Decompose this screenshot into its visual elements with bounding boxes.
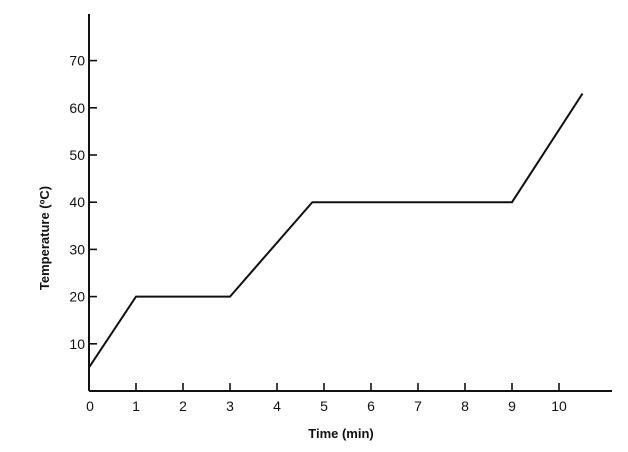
- y-tick-label: 40: [69, 194, 85, 210]
- data-series: [88, 93, 584, 368]
- x-tick-label: 8: [461, 398, 469, 414]
- x-axis-label: Time (min): [308, 426, 374, 441]
- x-tick-label: 3: [226, 398, 234, 414]
- temperature-line: [88, 93, 584, 368]
- x-tick-label: 2: [179, 398, 187, 414]
- x-tick-label: 0: [86, 398, 94, 414]
- y-tick-label: 20: [69, 289, 85, 305]
- y-tick-label: 10: [69, 336, 85, 352]
- y-axis-label: Temperature (ºC): [37, 186, 52, 290]
- x-tick-label: 5: [320, 398, 328, 414]
- x-tick-label: 7: [414, 398, 422, 414]
- y-axis-ticks: 10 20 30 40 50 60 70: [69, 53, 97, 352]
- y-tick-label: 60: [69, 100, 85, 116]
- y-tick-label: 50: [69, 147, 85, 163]
- x-axis-ticks: 0 1 2 3 4 5 6 7 8 9 10: [86, 383, 567, 414]
- y-tick-label: 70: [69, 53, 85, 69]
- x-tick-label: 4: [273, 398, 281, 414]
- x-tick-label: 6: [367, 398, 375, 414]
- x-tick-label: 10: [551, 398, 567, 414]
- y-tick-label: 30: [69, 241, 85, 257]
- x-tick-label: 1: [132, 398, 140, 414]
- x-tick-label: 9: [508, 398, 516, 414]
